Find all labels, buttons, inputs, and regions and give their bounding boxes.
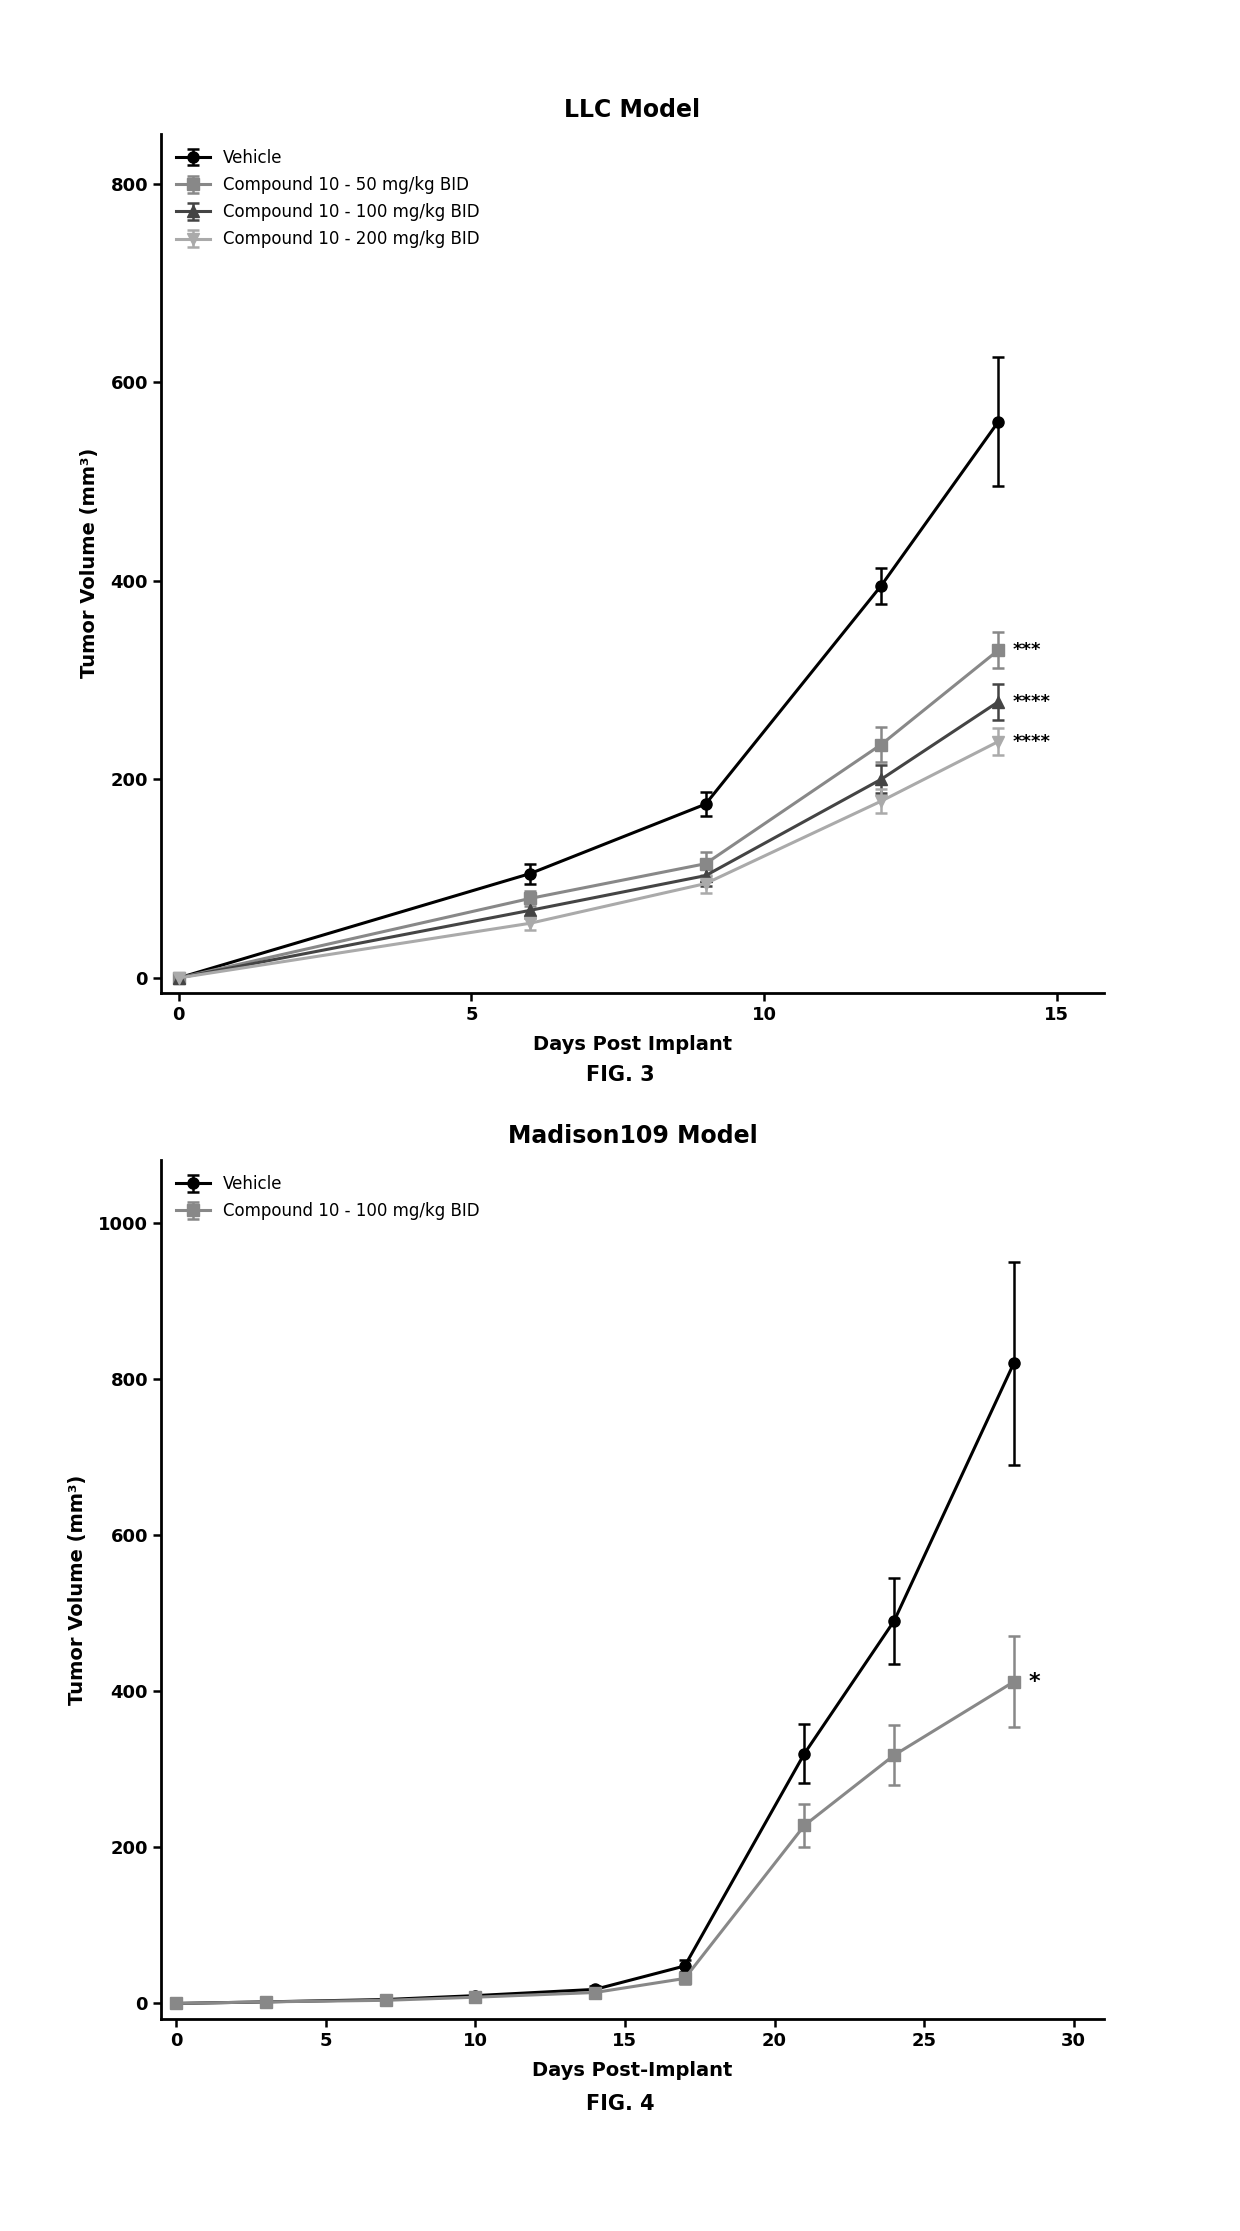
Text: *: * <box>1029 1671 1040 1691</box>
Text: ****: **** <box>1013 694 1050 712</box>
Text: ***: *** <box>1013 640 1042 658</box>
Title: LLC Model: LLC Model <box>564 98 701 123</box>
Title: Madison109 Model: Madison109 Model <box>507 1124 758 1149</box>
Y-axis label: Tumor Volume (mm³): Tumor Volume (mm³) <box>68 1475 87 1704</box>
Legend: Vehicle, Compound 10 - 100 mg/kg BID: Vehicle, Compound 10 - 100 mg/kg BID <box>170 1169 486 1227</box>
Text: FIG. 3: FIG. 3 <box>585 1066 655 1084</box>
Legend: Vehicle, Compound 10 - 50 mg/kg BID, Compound 10 - 100 mg/kg BID, Compound 10 - : Vehicle, Compound 10 - 50 mg/kg BID, Com… <box>170 143 486 254</box>
Text: FIG. 4: FIG. 4 <box>585 2095 655 2113</box>
Y-axis label: Tumor Volume (mm³): Tumor Volume (mm³) <box>81 448 99 678</box>
X-axis label: Days Post Implant: Days Post Implant <box>533 1035 732 1053</box>
X-axis label: Days Post-Implant: Days Post-Implant <box>532 2061 733 2079</box>
Text: ****: **** <box>1013 732 1050 750</box>
